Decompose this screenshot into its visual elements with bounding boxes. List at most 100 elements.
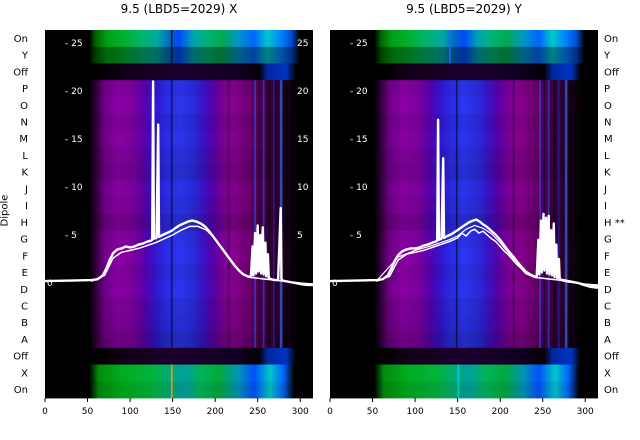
row-shade: [45, 163, 313, 181]
row-label-right: N: [604, 118, 611, 129]
panel-y: - 25 - 20 - 15 - 10 - 5 0 0 50 100 150 200 250 300: [327, 30, 600, 417]
heatmap-row: [45, 214, 313, 232]
heatmap-row: [330, 381, 598, 399]
row-shade: [45, 181, 313, 198]
heatmap-row: [330, 297, 598, 315]
row-label-right: L: [604, 151, 610, 162]
row-shade: [330, 147, 598, 165]
row-label-left: Off: [13, 352, 29, 363]
heatmap-row: [45, 280, 313, 299]
heatmap-stripe: [552, 80, 556, 348]
row-label-left: I: [25, 201, 28, 212]
line-series-main: [328, 118, 600, 289]
row-label-right: G: [604, 235, 612, 246]
line-series-alt: [91, 225, 314, 285]
heatmap-row: [45, 347, 313, 365]
heatmap-row: [330, 214, 598, 232]
heatmap-row: [330, 80, 598, 98]
row-shade: [45, 147, 313, 165]
heatmap-row: [45, 147, 313, 165]
y-tick-label-right: 5: [297, 231, 303, 241]
row-label-right: A: [604, 335, 611, 346]
heatmap-row: [45, 197, 313, 215]
x-tick-label: 250: [534, 407, 551, 417]
y-tick-label-right: 20: [297, 87, 309, 97]
row-shade: [330, 130, 598, 147]
heatmap-stripe: [539, 80, 541, 348]
band-tick: [170, 364, 173, 398]
heatmap-stripe: [254, 80, 256, 348]
row-shade: [45, 80, 313, 98]
x-tick-label: 250: [249, 407, 266, 417]
row-label-left: D: [20, 285, 28, 296]
row-label-right: F: [604, 251, 610, 262]
row-shade: [330, 281, 598, 298]
x-tick-label: 300: [577, 407, 594, 417]
row-label-right: On: [604, 34, 618, 45]
row-shade: [330, 113, 598, 131]
y-tick-label-left: - 10: [350, 183, 368, 193]
row-shade: [45, 331, 313, 349]
zero-label: 0: [332, 279, 338, 289]
heatmap-row: [330, 364, 598, 382]
row-shade: [45, 264, 313, 282]
row-label-right: Y: [603, 51, 611, 62]
y-tick-label-right: 10: [297, 183, 309, 193]
row-shade: [45, 46, 313, 64]
row-label-right: K: [604, 168, 611, 179]
row-label-right: O: [604, 101, 612, 112]
heatmap-row: [45, 331, 313, 349]
heatmap-stripe: [284, 80, 288, 348]
row-shade: [45, 214, 313, 232]
x-tick-label: 100: [122, 407, 139, 417]
row-shade: [330, 163, 598, 181]
heatmap-row: [45, 314, 313, 332]
y-tick-label-left: - 5: [65, 231, 77, 241]
x-tick-label: 200: [207, 407, 224, 417]
heatmap-row: [330, 113, 598, 131]
row-shade: [45, 314, 313, 332]
row-label-right: J: [603, 184, 607, 195]
heatmap-row: [45, 364, 313, 382]
y-tick-label-left: - 25: [65, 39, 83, 49]
heatmap-stripe: [262, 80, 265, 348]
y-tick-label-left: - 5: [350, 231, 362, 241]
row-label-right: Off: [604, 67, 620, 78]
row-label-left: E: [22, 268, 28, 279]
x-tick-label: 300: [292, 407, 309, 417]
row-label-left: On: [14, 385, 28, 396]
heatmap-row: [45, 80, 313, 98]
row-shade: [45, 230, 313, 248]
heatmap-row: [330, 163, 598, 181]
row-label-left: O: [20, 101, 28, 112]
y-tick-label-left: - 20: [65, 87, 83, 97]
band-tick: [170, 30, 173, 64]
heatmap-stripe: [512, 80, 515, 348]
heatmap-row: [330, 247, 598, 265]
row-shade: [330, 197, 598, 215]
heatmap-row: [45, 113, 313, 131]
row-label-right: C: [604, 302, 611, 313]
row-shade: [45, 297, 313, 315]
heatmap-stripe: [575, 80, 580, 348]
heatmap-row: [45, 63, 313, 81]
heatmap-row: [45, 381, 313, 399]
panel-title-x: 9.5 (LBD5=2029) X: [120, 2, 238, 16]
heatmap-row: [330, 347, 598, 365]
heatmap-row: [330, 30, 598, 48]
heatmap-row: [45, 163, 313, 181]
row-label-left: F: [22, 251, 28, 262]
row-label-right: E: [604, 268, 610, 279]
x-tick-label: 50: [367, 407, 379, 417]
x-tick-label: 200: [492, 407, 509, 417]
heatmap-stripe: [258, 80, 261, 348]
heatmap-stripe: [273, 80, 275, 348]
heatmap-row: [330, 280, 598, 299]
row-label-left: G: [20, 235, 28, 246]
heatmap-row: [330, 264, 598, 282]
row-shade: [330, 314, 598, 332]
row-label-left: B: [21, 318, 28, 329]
heatmap-row: [45, 230, 313, 248]
heatmap-stripe: [569, 80, 573, 348]
